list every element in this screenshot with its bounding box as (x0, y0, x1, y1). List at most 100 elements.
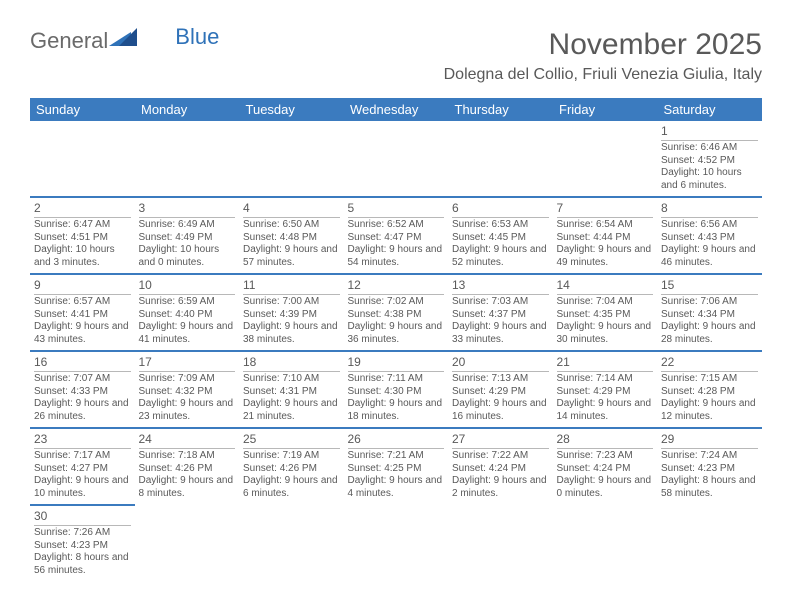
daylight-text: Daylight: 9 hours and 16 minutes. (452, 398, 549, 423)
daylight-text: Daylight: 9 hours and 33 minutes. (452, 321, 549, 346)
sunset-text: Sunset: 4:28 PM (661, 386, 758, 399)
sunrise-text: Sunrise: 6:57 AM (34, 296, 131, 309)
sunrise-text: Sunrise: 7:14 AM (557, 373, 654, 386)
calendar-day-cell: 15Sunrise: 7:06 AMSunset: 4:34 PMDayligh… (657, 274, 762, 351)
sunrise-text: Sunrise: 7:18 AM (139, 450, 236, 463)
sunset-text: Sunset: 4:34 PM (661, 309, 758, 322)
day-number: 10 (139, 278, 236, 295)
calendar-day-cell: 17Sunrise: 7:09 AMSunset: 4:32 PMDayligh… (135, 351, 240, 428)
daylight-text: Daylight: 10 hours and 0 minutes. (139, 244, 236, 269)
brand-logo: General Blue (30, 28, 181, 54)
daylight-text: Daylight: 9 hours and 36 minutes. (348, 321, 445, 346)
sunrise-text: Sunrise: 7:21 AM (348, 450, 445, 463)
month-title: November 2025 (444, 28, 762, 62)
day-number: 9 (34, 278, 131, 295)
day-number: 26 (348, 432, 445, 449)
calendar-empty-cell (657, 505, 762, 581)
day-number: 28 (557, 432, 654, 449)
calendar-day-cell: 12Sunrise: 7:02 AMSunset: 4:38 PMDayligh… (344, 274, 449, 351)
sunset-text: Sunset: 4:26 PM (139, 463, 236, 476)
logo-triangle-icon (109, 26, 137, 44)
daylight-text: Daylight: 9 hours and 54 minutes. (348, 244, 445, 269)
daylight-text: Daylight: 8 hours and 58 minutes. (661, 475, 758, 500)
title-block: November 2025 Dolegna del Collio, Friuli… (444, 28, 762, 84)
sunrise-text: Sunrise: 7:26 AM (34, 527, 131, 540)
sunrise-text: Sunrise: 7:10 AM (243, 373, 340, 386)
sunset-text: Sunset: 4:27 PM (34, 463, 131, 476)
calendar-day-cell: 23Sunrise: 7:17 AMSunset: 4:27 PMDayligh… (30, 428, 135, 505)
logo-text-general: General (30, 28, 108, 54)
calendar-day-cell: 29Sunrise: 7:24 AMSunset: 4:23 PMDayligh… (657, 428, 762, 505)
daylight-text: Daylight: 9 hours and 14 minutes. (557, 398, 654, 423)
daylight-text: Daylight: 9 hours and 49 minutes. (557, 244, 654, 269)
day-number: 2 (34, 201, 131, 218)
day-number: 21 (557, 355, 654, 372)
calendar-day-cell: 28Sunrise: 7:23 AMSunset: 4:24 PMDayligh… (553, 428, 658, 505)
sunrise-text: Sunrise: 6:46 AM (661, 142, 758, 155)
sunrise-text: Sunrise: 6:53 AM (452, 219, 549, 232)
day-number: 16 (34, 355, 131, 372)
weekday-header: Tuesday (239, 98, 344, 121)
sunset-text: Sunset: 4:29 PM (557, 386, 654, 399)
calendar-week-row: 2Sunrise: 6:47 AMSunset: 4:51 PMDaylight… (30, 197, 762, 274)
daylight-text: Daylight: 9 hours and 57 minutes. (243, 244, 340, 269)
daylight-text: Daylight: 9 hours and 0 minutes. (557, 475, 654, 500)
day-number: 3 (139, 201, 236, 218)
sunset-text: Sunset: 4:23 PM (661, 463, 758, 476)
weekday-header: Thursday (448, 98, 553, 121)
sunrise-text: Sunrise: 7:09 AM (139, 373, 236, 386)
daylight-text: Daylight: 9 hours and 41 minutes. (139, 321, 236, 346)
calendar-day-cell: 1Sunrise: 6:46 AMSunset: 4:52 PMDaylight… (657, 121, 762, 197)
sunrise-text: Sunrise: 7:24 AM (661, 450, 758, 463)
calendar-empty-cell (135, 505, 240, 581)
calendar-empty-cell (448, 121, 553, 197)
daylight-text: Daylight: 9 hours and 38 minutes. (243, 321, 340, 346)
calendar-day-cell: 14Sunrise: 7:04 AMSunset: 4:35 PMDayligh… (553, 274, 658, 351)
calendar-empty-cell (553, 121, 658, 197)
logo-text-blue: Blue (175, 24, 219, 50)
daylight-text: Daylight: 9 hours and 30 minutes. (557, 321, 654, 346)
page-header: General Blue November 2025 Dolegna del C… (30, 28, 762, 84)
weekday-header: Saturday (657, 98, 762, 121)
sunrise-text: Sunrise: 6:54 AM (557, 219, 654, 232)
sunrise-text: Sunrise: 7:13 AM (452, 373, 549, 386)
calendar-empty-cell (239, 121, 344, 197)
sunset-text: Sunset: 4:35 PM (557, 309, 654, 322)
sunrise-text: Sunrise: 6:49 AM (139, 219, 236, 232)
sunset-text: Sunset: 4:41 PM (34, 309, 131, 322)
location-subtitle: Dolegna del Collio, Friuli Venezia Giuli… (444, 66, 762, 84)
daylight-text: Daylight: 9 hours and 26 minutes. (34, 398, 131, 423)
calendar-day-cell: 4Sunrise: 6:50 AMSunset: 4:48 PMDaylight… (239, 197, 344, 274)
sunset-text: Sunset: 4:52 PM (661, 155, 758, 168)
sunset-text: Sunset: 4:44 PM (557, 232, 654, 245)
calendar-day-cell: 13Sunrise: 7:03 AMSunset: 4:37 PMDayligh… (448, 274, 553, 351)
daylight-text: Daylight: 9 hours and 4 minutes. (348, 475, 445, 500)
calendar-day-cell: 18Sunrise: 7:10 AMSunset: 4:31 PMDayligh… (239, 351, 344, 428)
calendar-empty-cell (448, 505, 553, 581)
day-number: 4 (243, 201, 340, 218)
calendar-empty-cell (135, 121, 240, 197)
sunset-text: Sunset: 4:47 PM (348, 232, 445, 245)
calendar-week-row: 16Sunrise: 7:07 AMSunset: 4:33 PMDayligh… (30, 351, 762, 428)
sunset-text: Sunset: 4:48 PM (243, 232, 340, 245)
calendar-day-cell: 19Sunrise: 7:11 AMSunset: 4:30 PMDayligh… (344, 351, 449, 428)
day-number: 14 (557, 278, 654, 295)
sunrise-text: Sunrise: 7:11 AM (348, 373, 445, 386)
daylight-text: Daylight: 9 hours and 43 minutes. (34, 321, 131, 346)
weekday-header: Wednesday (344, 98, 449, 121)
calendar-day-cell: 8Sunrise: 6:56 AMSunset: 4:43 PMDaylight… (657, 197, 762, 274)
sunset-text: Sunset: 4:43 PM (661, 232, 758, 245)
daylight-text: Daylight: 9 hours and 8 minutes. (139, 475, 236, 500)
day-number: 7 (557, 201, 654, 218)
sunset-text: Sunset: 4:33 PM (34, 386, 131, 399)
day-number: 17 (139, 355, 236, 372)
sunrise-text: Sunrise: 7:04 AM (557, 296, 654, 309)
day-number: 22 (661, 355, 758, 372)
day-number: 20 (452, 355, 549, 372)
calendar-day-cell: 3Sunrise: 6:49 AMSunset: 4:49 PMDaylight… (135, 197, 240, 274)
sunset-text: Sunset: 4:23 PM (34, 540, 131, 553)
calendar-empty-cell (239, 505, 344, 581)
sunrise-text: Sunrise: 6:52 AM (348, 219, 445, 232)
daylight-text: Daylight: 9 hours and 18 minutes. (348, 398, 445, 423)
calendar-week-row: 1Sunrise: 6:46 AMSunset: 4:52 PMDaylight… (30, 121, 762, 197)
